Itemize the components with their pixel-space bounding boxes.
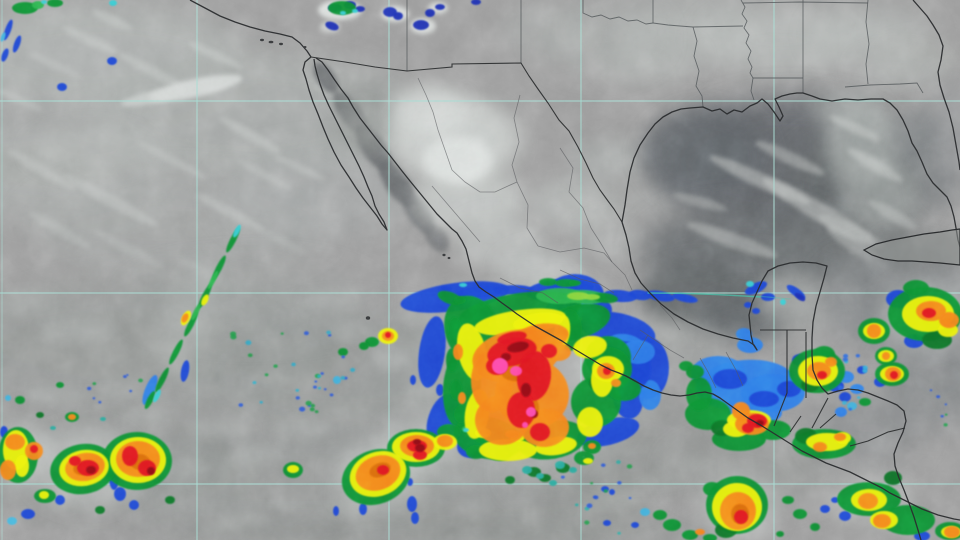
state-border-mx [431,185,481,243]
state-border-mx [417,77,453,171]
mexico-pacific-coast [315,57,960,521]
mexico-guatemala-border [773,330,788,427]
state-border-us [692,25,744,28]
state-border-mx [639,329,685,359]
state-border-mx [516,181,539,247]
state-border-us [865,0,870,85]
island-dot [279,42,283,46]
cuba-coastline [862,228,960,266]
island-dot [303,46,307,48]
state-border-mx [559,269,615,294]
mexico-gulf-yucatan-caribbean-coast [621,221,922,540]
state-border-mx [511,94,521,183]
state-border-mx [537,245,613,263]
state-border-us [652,22,694,28]
us-mexico-border [310,56,623,223]
state-border-us [742,1,869,4]
state-border-mx [559,147,592,229]
texas-gulf-coast-florida [621,92,960,248]
atlantic-coast [912,0,960,171]
state-border-mx [725,351,744,387]
state-border-us [740,0,754,79]
guatemala-elsalvador-border [789,415,802,433]
guatemala-honduras-border [811,397,829,429]
honduras-nicaragua-border [849,427,906,447]
state-border-mx [659,304,681,331]
state-border-mx [499,277,559,304]
state-border-us [750,77,755,101]
island-dot [447,256,451,260]
state-border-us [692,26,704,108]
baja-california-coast [302,56,388,231]
island-dot [260,38,264,42]
state-border-us [582,0,654,25]
state-border-mx [611,261,633,291]
elsalvador-honduras-border [819,413,837,429]
state-border-mx [451,169,518,193]
state-border-mx [590,227,613,263]
state-border-us [844,82,924,94]
california-coast [189,0,312,58]
island-dot [442,253,446,257]
island-dot [365,316,371,320]
boundary-lines-layer [189,0,960,540]
state-border-mx [632,334,649,361]
island-dot [268,40,274,44]
state-border-mx [699,357,717,389]
